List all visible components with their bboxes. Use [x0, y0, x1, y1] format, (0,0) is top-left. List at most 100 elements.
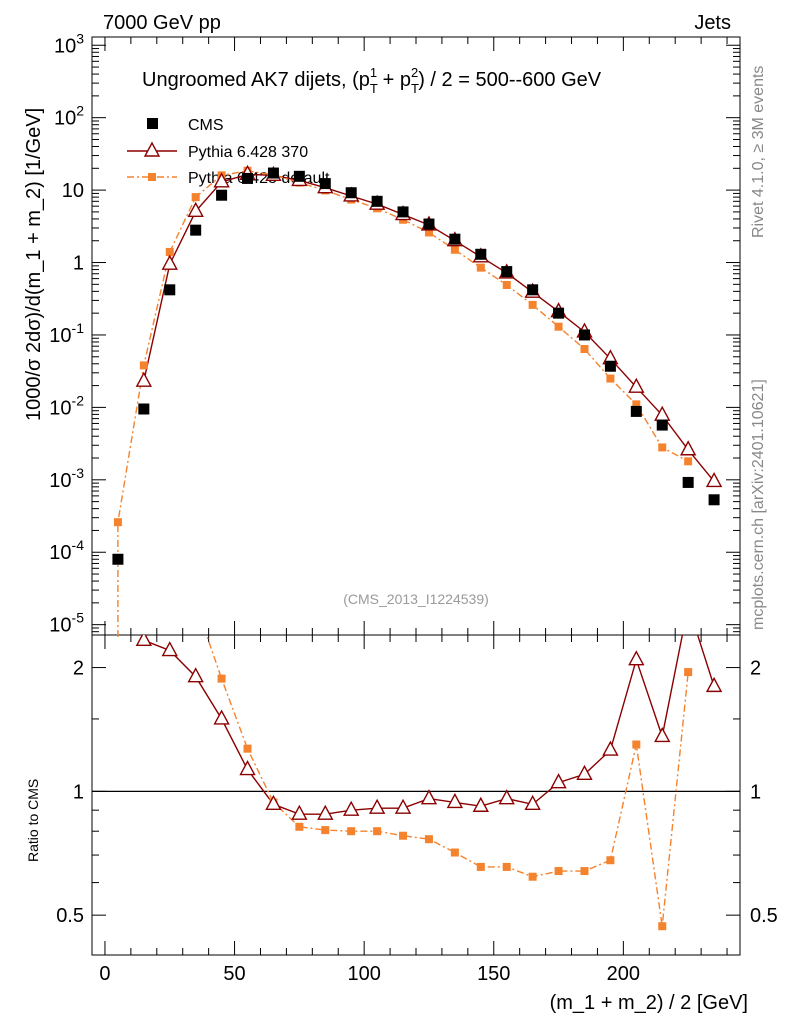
point-pythia-default — [113, 518, 122, 527]
ratio-point-pythia-default — [528, 872, 537, 881]
y-tick-label: 1 — [73, 253, 84, 275]
ratio-point-pythia-default — [476, 862, 485, 871]
point-cms — [423, 218, 435, 230]
x-tick-label: 200 — [607, 963, 640, 985]
ratio-point-pythia-370 — [135, 635, 153, 646]
ratio-point-pythia-370 — [317, 804, 334, 820]
legend-label-default: Pythia 6.428 default — [188, 170, 330, 187]
y-tick-label-mantissa: 10 — [49, 470, 71, 492]
x-tick-label: 50 — [223, 963, 245, 985]
ratio-series-group — [135, 573, 723, 931]
ratio-point-pythia-370 — [628, 650, 645, 666]
y-tick-label: 10-4 — [49, 537, 84, 564]
plot-title-sub2: T — [411, 81, 419, 96]
ratio-tick-label-right: 2 — [750, 658, 761, 680]
ratio-point-pythia-default — [399, 831, 408, 840]
point-pythia-default — [606, 374, 615, 383]
ratio-point-pythia-370 — [291, 804, 308, 820]
point-cms — [527, 284, 539, 296]
ratio-point-pythia-default — [554, 867, 563, 876]
ratio-line-pythia-default — [205, 635, 689, 927]
ratio-point-pythia-370 — [550, 773, 567, 789]
ratio-point-pythia-default — [373, 827, 382, 836]
ratio-point-pythia-default — [217, 674, 226, 683]
point-cms — [578, 329, 590, 341]
ratio-point-pythia-370 — [524, 794, 541, 811]
ratio-point-pythia-370 — [576, 764, 593, 781]
plot-title-main: Ungroomed AK7 dijets, (p — [142, 69, 370, 91]
series-line-pythia-default — [117, 170, 689, 637]
point-pythia-default — [658, 443, 667, 452]
ratio-point-pythia-370 — [654, 726, 671, 743]
point-cms — [630, 405, 642, 417]
analysis-watermark: (CMS_2013_I1224539) — [343, 591, 489, 607]
ratio-point-pythia-default — [347, 827, 356, 836]
point-pythia-370 — [679, 440, 697, 456]
ratio-point-pythia-default — [321, 826, 330, 835]
y-tick-label-mantissa: 10 — [49, 397, 71, 419]
y-tick-label: 103 — [54, 30, 84, 57]
point-pythia-default — [476, 263, 485, 272]
ratio-axis-ticks: 0 50 100 150 200 0.5 0.5 1 1 2 2 — [56, 635, 778, 985]
point-cms — [293, 170, 305, 182]
ratio-tick-label: 1 — [73, 781, 84, 803]
ratio-plot-data — [135, 573, 723, 931]
ratio-point-pythia-default — [192, 600, 200, 608]
plot-title-sup1: 1 — [370, 65, 377, 80]
point-cms — [449, 233, 461, 245]
y-tick-label-exponent: -4 — [72, 537, 85, 553]
point-pythia-default — [632, 400, 641, 409]
point-cms — [475, 248, 487, 260]
legend-marker-default — [148, 173, 156, 181]
point-pythia-default — [684, 457, 693, 466]
y-tick-label: 10-5 — [49, 610, 84, 637]
point-pythia-default — [424, 228, 433, 237]
point-cms — [319, 178, 331, 190]
y-tick-label: 10-3 — [49, 465, 84, 492]
y-axis-title: 1000/σ 2dσ)/d(m_1 + m_2) [1/GeV] — [23, 108, 45, 421]
x-axis-title: (m_1 + m_2) / 2 [GeV] — [550, 992, 748, 1014]
point-cms — [242, 172, 254, 184]
point-cms — [267, 167, 279, 179]
ratio-tick-label-right: 1 — [750, 781, 761, 803]
legend-marker-cms — [147, 118, 158, 129]
ratio-point-pythia-default — [295, 822, 304, 831]
ratio-point-pythia-370 — [161, 641, 178, 657]
header-right: Jets — [694, 12, 731, 34]
ratio-point-pythia-default — [450, 848, 459, 857]
point-cms — [138, 403, 150, 415]
point-cms — [501, 266, 513, 278]
point-cms — [682, 476, 694, 488]
point-cms — [345, 187, 357, 199]
point-cms — [112, 553, 124, 565]
ratio-point-pythia-370 — [446, 792, 464, 809]
ratio-point-pythia-default — [166, 573, 174, 581]
ratio-point-pythia-default — [606, 856, 615, 865]
point-cms — [553, 307, 565, 319]
ratio-point-pythia-default — [632, 740, 641, 749]
y-tick-label-exponent: -3 — [72, 465, 85, 481]
plot-title-sup2: 2 — [411, 65, 418, 80]
ratio-point-pythia-default — [502, 862, 511, 871]
ratio-point-pythia-370 — [239, 760, 256, 776]
ratio-point-pythia-default — [424, 835, 433, 844]
header-left: 7000 GeV pp — [103, 12, 221, 34]
ratio-axis-title: Ratio to CMS — [25, 779, 41, 862]
point-pythia-370 — [628, 377, 645, 393]
ratio-tick-label: 2 — [73, 658, 84, 680]
ratio-point-pythia-370 — [602, 740, 619, 756]
point-cms — [371, 195, 383, 207]
ratio-point-pythia-370 — [705, 676, 723, 693]
y-tick-label: 10-2 — [49, 392, 84, 419]
mcplots-label: mcplots.cern.ch [arXiv:2401.10621] — [750, 379, 767, 630]
ratio-point-pythia-370 — [368, 798, 386, 814]
y-tick-label-mantissa: 10 — [54, 108, 76, 130]
point-cms — [708, 494, 720, 506]
y-tick-label: 10 — [62, 180, 84, 202]
plot-title-tail: ) / 2 = 500--600 GeV — [418, 69, 602, 91]
point-pythia-default — [528, 300, 537, 309]
y-tick-label-exponent: -2 — [72, 392, 85, 408]
point-pythia-370 — [187, 201, 204, 217]
